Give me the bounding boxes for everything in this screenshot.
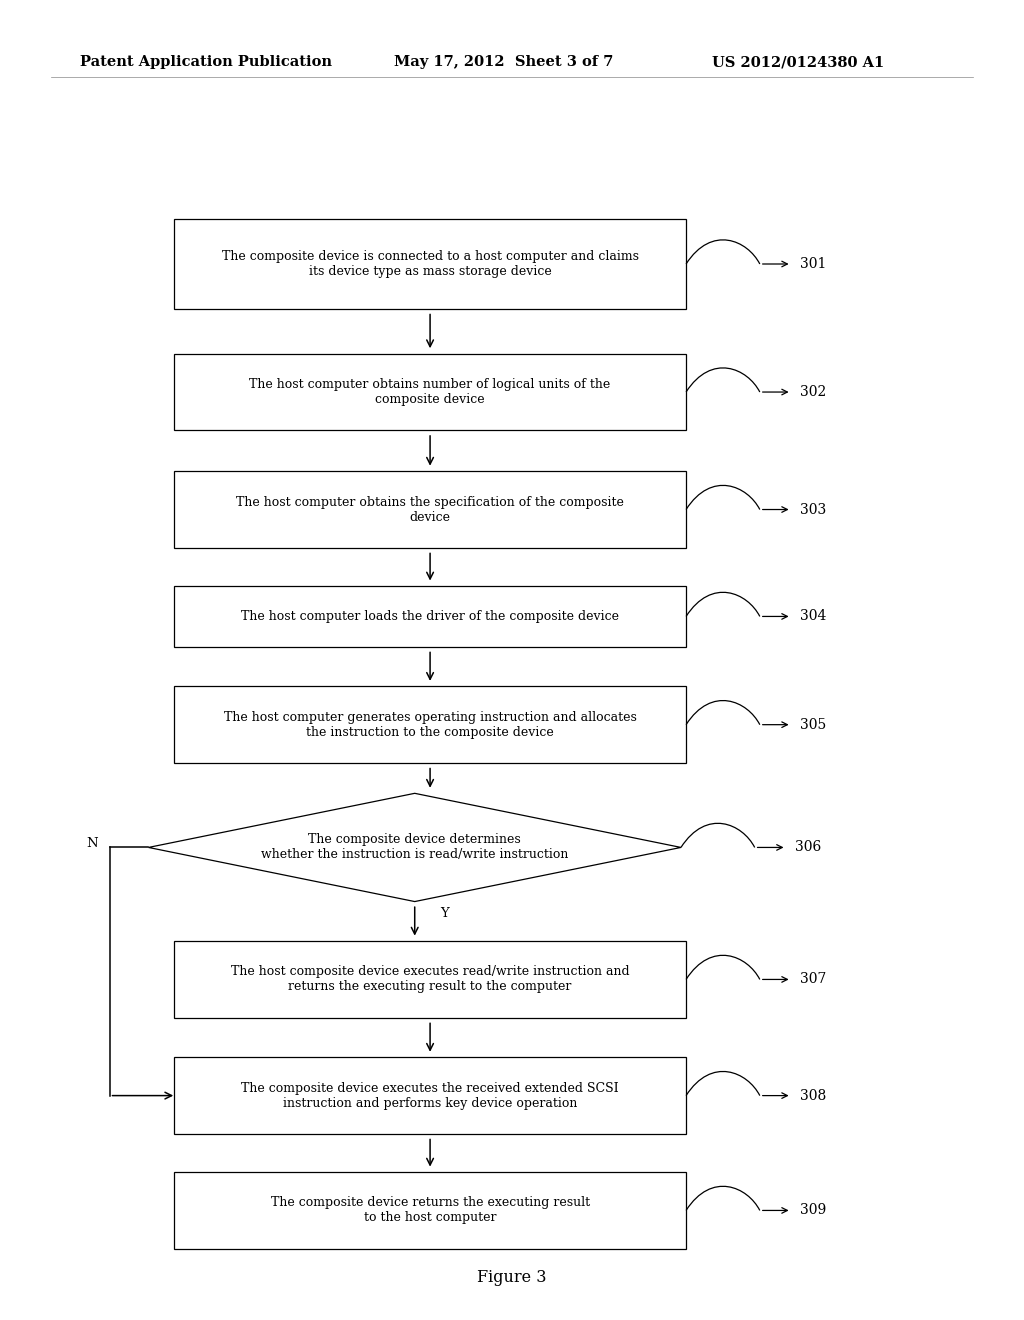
Text: The host composite device executes read/write instruction and
returns the execut: The host composite device executes read/… [230,965,630,994]
Bar [174,471,686,548]
Bar [174,1057,686,1134]
Bar [174,354,686,430]
Bar [174,219,686,309]
Text: The host computer obtains number of logical units of the
composite device: The host computer obtains number of logi… [250,378,610,407]
Text: 301: 301 [800,257,826,271]
Text: 306: 306 [795,841,821,854]
Text: N: N [86,837,98,850]
Text: 305: 305 [800,718,826,731]
Text: Patent Application Publication: Patent Application Publication [80,55,332,69]
Text: 309: 309 [800,1204,826,1217]
Text: 302: 302 [800,385,826,399]
Bar [174,686,686,763]
Text: May 17, 2012  Sheet 3 of 7: May 17, 2012 Sheet 3 of 7 [394,55,613,69]
Text: The composite device executes the received extended SCSI
instruction and perform: The composite device executes the receiv… [242,1081,618,1110]
Text: 307: 307 [800,973,826,986]
Text: The composite device is connected to a host computer and claims
its device type : The composite device is connected to a h… [221,249,639,279]
Text: The composite device determines
whether the instruction is read/write instructio: The composite device determines whether … [261,833,568,862]
Text: The host computer obtains the specification of the composite
device: The host computer obtains the specificat… [237,495,624,524]
Text: The host computer loads the driver of the composite device: The host computer loads the driver of th… [241,610,620,623]
Text: The composite device returns the executing result
to the host computer: The composite device returns the executi… [270,1196,590,1225]
Bar [174,941,686,1018]
Text: 303: 303 [800,503,826,516]
Text: 304: 304 [800,610,826,623]
Polygon shape [148,793,681,902]
Text: 308: 308 [800,1089,826,1102]
Text: US 2012/0124380 A1: US 2012/0124380 A1 [712,55,884,69]
Text: Y: Y [440,907,450,920]
Bar [174,586,686,647]
Text: Figure 3: Figure 3 [477,1270,547,1286]
Text: The host computer generates operating instruction and allocates
the instruction : The host computer generates operating in… [223,710,637,739]
Bar [174,1172,686,1249]
